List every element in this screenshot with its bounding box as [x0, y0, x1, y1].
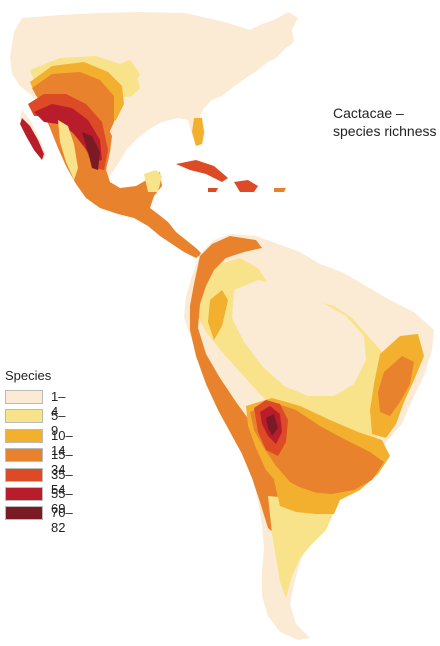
richness-zone-mexico-pale: [58, 120, 78, 180]
richness-zone-mexico-5569: [34, 104, 102, 162]
legend-item: 55–69: [5, 485, 73, 516]
richness-zone-amazon-pale: [232, 280, 366, 396]
legend-swatch: [5, 428, 43, 443]
richness-zone-southcone-yellow: [268, 496, 334, 598]
legend-label: 1–4: [51, 389, 66, 419]
legend-item: 10–14: [5, 427, 73, 458]
richness-zone-baja-5569: [20, 118, 44, 160]
legend-swatch: [5, 448, 43, 463]
map-title-line-1: Cactacae –: [333, 105, 404, 121]
legend-label: 5–9: [51, 408, 66, 439]
jamaica: [208, 188, 218, 192]
richness-zone-brazil-east-1534: [378, 356, 414, 416]
legend-swatch: [5, 486, 43, 501]
richness-zone-yucatan: [144, 170, 162, 192]
cuba: [176, 160, 228, 182]
legend-swatch: [5, 390, 43, 404]
richness-zone-andes-orange: [208, 290, 228, 340]
legend-label: 15–34: [51, 447, 73, 478]
richness-zone-southcone-orange: [274, 480, 340, 514]
legend: Species 1–4 5–9 10–14 15–34 35–54 55–69 70–82: [5, 368, 73, 535]
map-title: Cactacae – species richness: [333, 104, 437, 140]
legend-label: 70–82: [51, 505, 73, 536]
legend-label: 10–14: [51, 427, 73, 458]
legend-item: 70–82: [5, 504, 73, 535]
legend-title: Species: [5, 368, 52, 383]
legend-item: 5–9: [5, 407, 65, 438]
legend-item: 1–4: [5, 388, 65, 419]
legend-item: 15–34: [5, 446, 73, 477]
legend-swatch: [5, 467, 43, 482]
richness-zone-texas-yellow: [114, 60, 140, 86]
richness-zone-bolivia-7082: [266, 414, 278, 436]
puerto-rico: [274, 188, 286, 192]
richness-zone-mexico-7082: [82, 132, 100, 170]
legend-items: 1–4 5–9 10–14 15–34 35–54 55–69 70–82: [5, 388, 73, 535]
legend-item: 35–54: [5, 466, 73, 497]
richness-zone-florida: [192, 118, 204, 146]
legend-label: 35–54: [51, 466, 73, 497]
legend-swatch: [5, 409, 43, 424]
map-title-line-2: species richness: [333, 123, 437, 139]
legend-label: 55–69: [51, 485, 73, 516]
legend-swatch: [5, 506, 43, 521]
hispaniola: [234, 180, 258, 192]
